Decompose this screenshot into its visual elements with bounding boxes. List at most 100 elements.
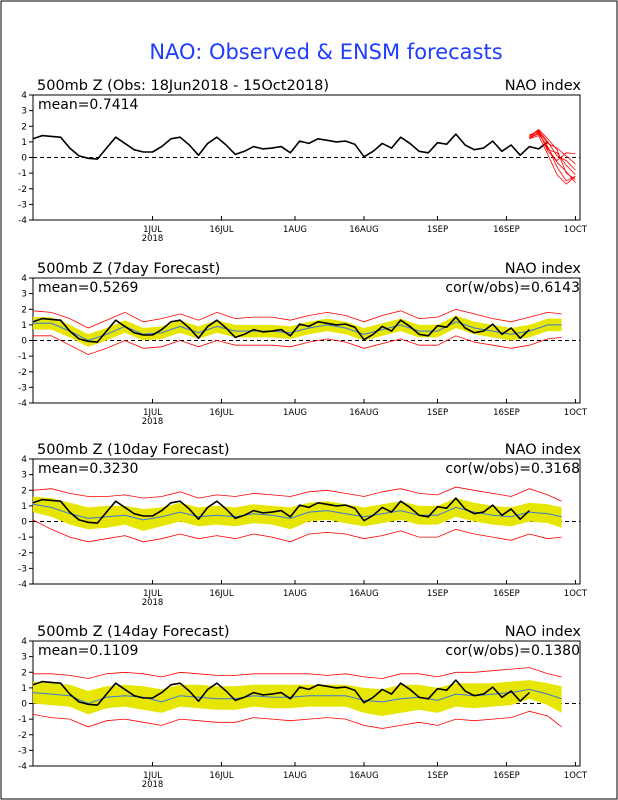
x-tick-label: 1AUG bbox=[283, 408, 307, 418]
x-tick-label: 16SEP bbox=[493, 225, 520, 235]
x-tick-label: 16SEP bbox=[493, 408, 520, 418]
figure-title: NAO: Observed & ENSM forecasts bbox=[149, 40, 502, 64]
ensemble-mean-line bbox=[33, 321, 562, 342]
correlation-label: cor(w/obs)=0.3168 bbox=[445, 461, 580, 477]
x-tick-label: 1SEP bbox=[427, 589, 448, 599]
y-tick-label: 3 bbox=[21, 107, 27, 117]
y-tick-label: -2 bbox=[18, 549, 27, 559]
panel-title: 500mb Z (14day Forecast) bbox=[37, 624, 230, 640]
ensemble-member-line bbox=[529, 131, 576, 165]
panel-index-label: NAO index bbox=[505, 442, 582, 458]
x-year-label: 2018 bbox=[142, 234, 164, 244]
y-tick-label: -2 bbox=[18, 368, 27, 378]
x-tick-label: 1OCT bbox=[564, 771, 588, 781]
nao-panel-1: 500mb Z (Obs: 18Jun2018 - 15Oct2018) NAO … bbox=[18, 78, 588, 244]
y-tick-label: -2 bbox=[18, 185, 27, 195]
y-tick-label: 0 bbox=[21, 700, 27, 710]
x-tick-label: 16AUG bbox=[349, 408, 378, 418]
x-year-label: 2018 bbox=[142, 417, 164, 427]
x-tick-label: 16AUG bbox=[349, 771, 378, 781]
y-tick-label: 2 bbox=[21, 122, 27, 132]
y-tick-label: 1 bbox=[21, 321, 27, 331]
mean-label: mean=0.5269 bbox=[38, 280, 138, 296]
y-tick-label: -1 bbox=[18, 352, 27, 362]
nao-panel-3: 500mb Z (10day Forecast) NAO index -4 -3 -2 -… bbox=[18, 442, 588, 608]
y-tick-label: -2 bbox=[18, 731, 27, 741]
ensemble-member-line bbox=[529, 128, 576, 180]
observed-line bbox=[32, 679, 530, 706]
mean-label: mean=0.3230 bbox=[38, 461, 138, 477]
correlation-label: cor(w/obs)=0.6143 bbox=[445, 280, 580, 296]
x-tick-label: 1OCT bbox=[564, 408, 588, 418]
x-tick-label: 16AUG bbox=[349, 225, 378, 235]
spread-band bbox=[33, 496, 562, 531]
y-tick-label: 4 bbox=[21, 455, 27, 465]
x-tick-label: 16AUG bbox=[349, 589, 378, 599]
y-tick-label: -4 bbox=[18, 399, 27, 409]
observed-line bbox=[32, 497, 530, 524]
x-tick-label: 1SEP bbox=[427, 408, 448, 418]
y-tick-label: 4 bbox=[21, 91, 27, 101]
y-tick-label: -1 bbox=[18, 715, 27, 725]
y-tick-label: 0 bbox=[21, 154, 27, 164]
ensemble-max-line bbox=[32, 308, 562, 329]
ensemble-min-line bbox=[33, 335, 562, 356]
x-tick-label: 1AUG bbox=[283, 771, 307, 781]
x-tick-label: 16JUL bbox=[209, 589, 234, 599]
y-tick-label: -3 bbox=[18, 200, 27, 210]
x-tick-label: 16JUL bbox=[209, 408, 234, 418]
x-tick-label: 16JUL bbox=[209, 771, 234, 781]
y-tick-label: -3 bbox=[18, 383, 27, 393]
y-tick-label: 4 bbox=[21, 274, 27, 284]
x-tick-label: 1JUL bbox=[143, 408, 162, 418]
y-tick-label: 3 bbox=[21, 653, 27, 663]
x-tick-label: 16SEP bbox=[493, 589, 520, 599]
x-tick-label: 1AUG bbox=[283, 225, 307, 235]
y-tick-label: 1 bbox=[21, 138, 27, 148]
mean-label: mean=0.1109 bbox=[38, 643, 138, 659]
y-tick-label: 3 bbox=[21, 290, 27, 300]
ensemble-max-line bbox=[33, 667, 562, 679]
panel-title: 500mb Z (Obs: 18Jun2018 - 15Oct2018) bbox=[37, 78, 329, 94]
y-tick-label: -4 bbox=[18, 762, 27, 772]
y-tick-label: 2 bbox=[21, 486, 27, 496]
panels: 500mb Z (Obs: 18Jun2018 - 15Oct2018) NAO … bbox=[18, 78, 588, 790]
panel-index-label: NAO index bbox=[505, 78, 582, 94]
y-tick-label: 1 bbox=[21, 684, 27, 694]
ensemble-min-line bbox=[32, 519, 562, 543]
x-year-label: 2018 bbox=[142, 780, 164, 790]
y-tick-label: -3 bbox=[18, 564, 27, 574]
x-tick-label: 1JUL bbox=[143, 589, 162, 599]
x-tick-label: 1JUL bbox=[143, 771, 162, 781]
ensemble-member-line bbox=[529, 132, 576, 183]
y-tick-label: 2 bbox=[21, 668, 27, 678]
panel-title: 500mb Z (10day Forecast) bbox=[37, 442, 230, 458]
ensemble-member-line bbox=[529, 129, 576, 171]
ensemble-member-line bbox=[529, 133, 576, 182]
y-tick-label: -1 bbox=[18, 533, 27, 543]
x-year-label: 2018 bbox=[142, 598, 164, 608]
observed-line bbox=[32, 133, 549, 160]
y-tick-label: 3 bbox=[21, 471, 27, 481]
y-tick-label: 2 bbox=[21, 305, 27, 315]
ensemble-member-line bbox=[529, 135, 576, 185]
ensemble-min-line bbox=[32, 710, 562, 729]
panel-index-label: NAO index bbox=[505, 261, 582, 277]
x-tick-label: 1OCT bbox=[564, 225, 588, 235]
y-tick-label: -4 bbox=[18, 580, 27, 590]
observed-line bbox=[32, 316, 530, 343]
y-tick-label: 0 bbox=[21, 518, 27, 528]
x-tick-label: 1AUG bbox=[283, 589, 307, 599]
x-tick-label: 16SEP bbox=[493, 771, 520, 781]
x-tick-label: 16JUL bbox=[209, 225, 234, 235]
y-tick-label: 0 bbox=[21, 337, 27, 347]
mean-label: mean=0.7414 bbox=[38, 97, 139, 113]
y-tick-label: 1 bbox=[21, 502, 27, 512]
panel-index-label: NAO index bbox=[505, 624, 582, 640]
y-tick-label: -3 bbox=[18, 746, 27, 756]
ensemble-max-line bbox=[32, 486, 562, 502]
x-tick-label: 1JUL bbox=[143, 225, 162, 235]
x-tick-label: 1SEP bbox=[427, 225, 448, 235]
